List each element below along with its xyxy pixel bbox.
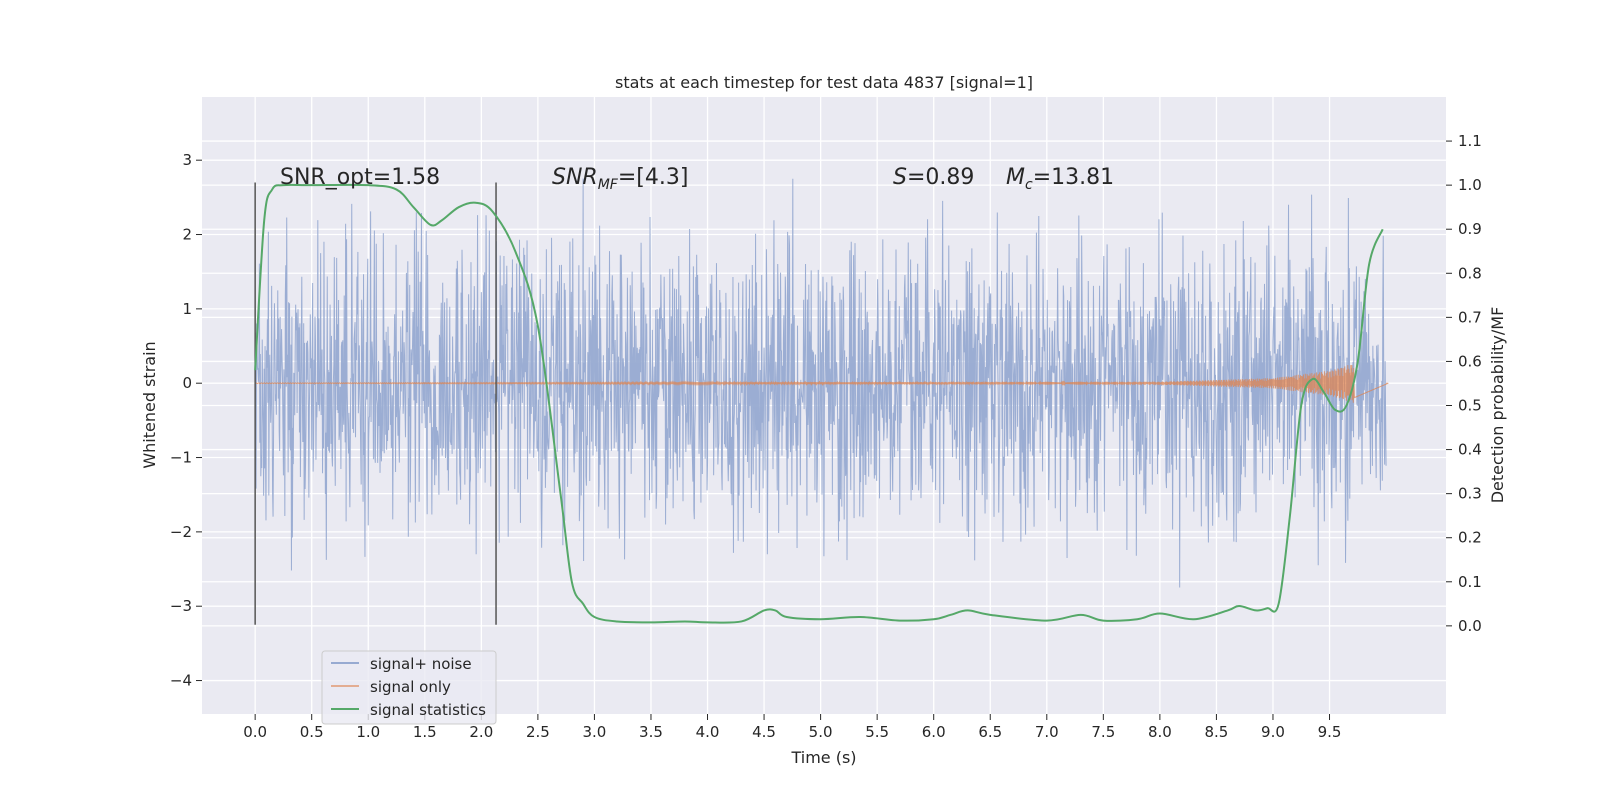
noise-series — [254, 178, 1387, 588]
y2-tick-label: 0.5 — [1458, 397, 1482, 415]
noise-line — [254, 178, 1387, 588]
x-tick-label: 7.5 — [1091, 723, 1115, 741]
signal-statistics-series — [254, 183, 1384, 624]
y2-tick-label: 0.3 — [1458, 485, 1482, 503]
x-tick-label: 2.5 — [526, 723, 550, 741]
y-tick-label: −3 — [170, 597, 192, 615]
x-tick-label: 6.5 — [978, 723, 1002, 741]
x-axis-ticks: 0.0 0.5 1.0 1.5 2.0 2.5 3.0 3.5 4.0 4.5 5.0 5.5 6.0 6… — [243, 714, 1341, 741]
signal-line — [254, 364, 1389, 403]
y-tick-label: 0 — [182, 374, 192, 392]
y-tick-label: −2 — [170, 523, 192, 541]
legend-label-noise: signal+ noise — [370, 655, 472, 673]
y-axis-label: Whitened strain — [140, 341, 159, 468]
x-tick-label: 4.0 — [696, 723, 720, 741]
x-tick-label: 8.5 — [1204, 723, 1228, 741]
x-tick-label: 4.5 — [752, 723, 776, 741]
y-tick-label: −1 — [170, 449, 192, 467]
x-tick-label: 3.0 — [582, 723, 606, 741]
y2-tick-label: 1.0 — [1458, 176, 1482, 194]
y2-tick-label: 0.2 — [1458, 529, 1482, 547]
annotation-mc: Mc=13.81 — [1006, 165, 1114, 193]
y2-tick-label: 0.9 — [1458, 220, 1482, 238]
legend-label-signal: signal only — [370, 678, 451, 696]
y-axis-ticks: 3 2 1 0 −1 −2 −3 −4 — [170, 151, 202, 690]
y2-tick-label: 0.7 — [1458, 308, 1482, 326]
x-tick-label: 9.0 — [1261, 723, 1285, 741]
y2-tick-label: 0.0 — [1458, 617, 1482, 635]
y-tick-label: −4 — [170, 672, 192, 690]
x-tick-label: 8.0 — [1148, 723, 1172, 741]
y2-tick-label: 1.1 — [1458, 132, 1482, 150]
legend: signal+ noise signal only signal statist… — [321, 650, 497, 725]
x-tick-label: 5.0 — [809, 723, 833, 741]
x-tick-label: 9.5 — [1318, 723, 1342, 741]
x-tick-label: 1.5 — [413, 723, 437, 741]
x-tick-label: 3.5 — [639, 723, 663, 741]
x-tick-label: 5.5 — [865, 723, 889, 741]
stats-line — [254, 183, 1384, 624]
y2-tick-label: 0.8 — [1458, 264, 1482, 282]
x-tick-label: 1.0 — [356, 723, 380, 741]
y-tick-label: 1 — [182, 300, 192, 318]
y2-axis-label: Detection probability/MF — [1488, 307, 1507, 504]
y-tick-label: 2 — [182, 226, 192, 244]
chart-title: stats at each timestep for test data 483… — [615, 73, 1033, 92]
x-tick-label: 2.0 — [469, 723, 493, 741]
y2-tick-label: 0.1 — [1458, 573, 1482, 591]
vertical-markers — [254, 182, 497, 625]
y2-tick-label: 0.4 — [1458, 441, 1482, 459]
signal-only-series — [254, 364, 1389, 403]
y2-axis-ticks: 1.1 1.0 0.9 0.8 0.7 0.6 0.5 0.4 0.3 0.2 0.1 0.0 — [1446, 132, 1482, 635]
y-tick-label: 3 — [182, 151, 192, 169]
annotation-snr-opt: SNR_opt=1.58 — [280, 165, 440, 190]
legend-label-stats: signal statistics — [370, 701, 486, 719]
x-axis-label: Time (s) — [790, 748, 856, 767]
legend-box — [321, 650, 497, 725]
x-tick-label: 6.0 — [922, 723, 946, 741]
annotation-snr-mf: SNRMF=[4.3] — [552, 165, 688, 193]
annotation-s: S=0.89 — [893, 165, 974, 190]
x-tick-label: 0.5 — [300, 723, 324, 741]
y2-tick-label: 0.6 — [1458, 352, 1482, 370]
x-tick-label: 0.0 — [243, 723, 267, 741]
x-tick-label: 7.0 — [1035, 723, 1059, 741]
